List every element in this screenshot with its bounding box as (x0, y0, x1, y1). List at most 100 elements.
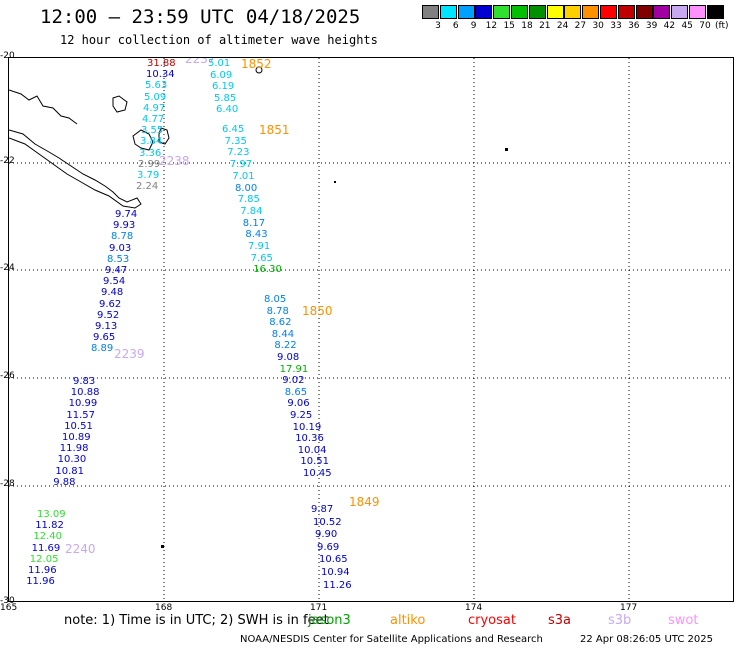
pass-time-label: 1849 (349, 495, 380, 509)
wave-height-value: 9.02 (282, 375, 305, 387)
wave-height-value: 7.65 (250, 252, 273, 264)
longitude-tick-label: 165 (0, 603, 18, 613)
wave-height-map[interactable]: 31.88 10.34 5.63 5.09 4.97 4.77 3.55 3.84 3.36 2.… (8, 57, 734, 602)
longitude-tick-label: 168 (155, 603, 173, 613)
satellite-legend-jason3: jason3 (308, 613, 351, 628)
wave-height-value: 8.44 (271, 328, 295, 340)
islet-north (255, 66, 263, 74)
wave-height-value: 5.09 (144, 91, 167, 103)
satellite-legend-s3b: s3b (608, 613, 632, 628)
legend-swatch (564, 5, 582, 19)
wave-height-value: 10.30 (57, 454, 87, 466)
legend-label: 45 (681, 21, 693, 31)
legend-label: 6 (452, 21, 459, 31)
legend-label: 30 (592, 21, 604, 31)
latitude-tick-label: -26 (0, 371, 15, 381)
legend-swatch (600, 5, 617, 19)
wave-height-value: 10.89 (62, 432, 91, 443)
wave-height-value: 9.83 (73, 376, 96, 387)
legend-swatch (528, 5, 546, 19)
islet-east (505, 148, 508, 151)
legend-swatch (617, 5, 635, 19)
legend-label: 3 (435, 21, 441, 31)
latitude-tick-label: -24 (0, 263, 15, 273)
wave-height-value: 8.00 (235, 182, 258, 194)
islet-center (334, 181, 336, 183)
wave-height-value: 3.79 (137, 170, 160, 181)
wave-height-value: 7.35 (224, 135, 247, 147)
wave-height-value: 4.77 (142, 114, 165, 125)
latitude-tick-label: -30 (0, 596, 15, 606)
legend-label: 18 (521, 21, 533, 31)
credit-text: NOAA/NESDIS Center for Satellite Applica… (240, 634, 543, 645)
legend-label: 42 (663, 21, 676, 31)
legend-swatch (493, 5, 511, 19)
wave-height-value: 7.01 (232, 170, 255, 182)
legend-unit: (ft) (715, 21, 729, 31)
legend-swatch (439, 5, 457, 19)
legend-swatch (457, 5, 475, 19)
wave-height-value: 10.04 (297, 444, 327, 456)
legend-swatch (546, 5, 564, 19)
page-title: 12:00 – 23:59 UTC 04/18/2025 (40, 6, 361, 28)
pass-time-label: 1852 (241, 57, 272, 71)
wave-height-value: 9.52 (97, 309, 120, 321)
wave-height-value: 9.93 (113, 220, 136, 232)
pass-time-label: 2240 (65, 542, 96, 556)
legend-swatch (422, 5, 439, 19)
coastline-layer (9, 58, 733, 601)
wave-height-value: 10.36 (295, 433, 324, 445)
satellite-legend-cryosat: cryosat (468, 613, 516, 628)
wave-height-value: 9.06 (287, 398, 310, 410)
legend-swatch (689, 5, 706, 19)
wave-height-value: 7.84 (240, 205, 263, 217)
coastline-vanuatu (9, 89, 78, 125)
wave-height-value: 4.97 (143, 102, 166, 114)
generated-timestamp: 22 Apr 08:26:05 UTC 2025 (580, 634, 713, 645)
wave-height-value: 8.65 (284, 386, 308, 398)
latitude-tick-label: -28 (0, 479, 15, 489)
legend-swatch (511, 5, 528, 19)
wave-height-value: 5.85 (214, 92, 237, 104)
wave-height-value: 12.40 (33, 531, 63, 543)
wave-height-value: 7.23 (227, 147, 250, 159)
wave-height-value: 9.88 (53, 476, 76, 488)
wave-height-value: 9.74 (115, 209, 138, 220)
pass-time-label: 2237 (185, 57, 216, 66)
wave-height-value: 9.47 (105, 265, 128, 276)
satellite-legend-s3a: s3a (548, 613, 572, 628)
wave-height-value: 3.55 (141, 125, 164, 137)
wave-height-value: 8.89 (91, 343, 114, 355)
wave-height-value: 2.99 (138, 158, 161, 170)
wave-height-value: 3.36 (139, 147, 162, 159)
wave-height-value: 9.87 (311, 504, 334, 515)
wave-height-value: 10.34 (146, 69, 175, 81)
wave-height-value: 9.90 (315, 529, 338, 541)
wave-height-value: 17.91 (279, 363, 309, 375)
legend-label: 24 (556, 21, 569, 31)
wave-height-value: 11.26 (323, 579, 352, 591)
wave-height-value: 12.05 (29, 553, 59, 565)
wave-height-value: 31.88 (147, 58, 176, 69)
wave-height-value: 11.98 (59, 443, 89, 455)
latitude-tick-label: -22 (0, 156, 15, 166)
legend-label: 21 (539, 21, 551, 31)
wave-height-value: 8.53 (107, 253, 130, 265)
wave-height-value: 5.01 (208, 58, 231, 69)
wave-height-value: 8.78 (111, 231, 134, 243)
wave-height-value: 10.51 (64, 420, 93, 432)
pass-time-label: 2238 (159, 154, 190, 168)
legend-label: 27 (574, 21, 587, 31)
wave-height-value: 10.51 (300, 456, 330, 468)
pass-time-label: 2239 (114, 347, 145, 361)
wave-height-value: 9.13 (95, 321, 118, 332)
wave-height-value: 7.85 (237, 194, 260, 206)
graticule (9, 58, 733, 601)
wave-height-value: 6.09 (210, 69, 233, 81)
wave-height-value: 9.08 (277, 352, 300, 363)
wave-height-value: 11.96 (28, 565, 57, 576)
legend-label: 36 (628, 21, 640, 31)
legend-label: 9 (470, 21, 477, 31)
legend-swatch (635, 5, 653, 19)
wave-height-value: 5.63 (145, 80, 168, 92)
